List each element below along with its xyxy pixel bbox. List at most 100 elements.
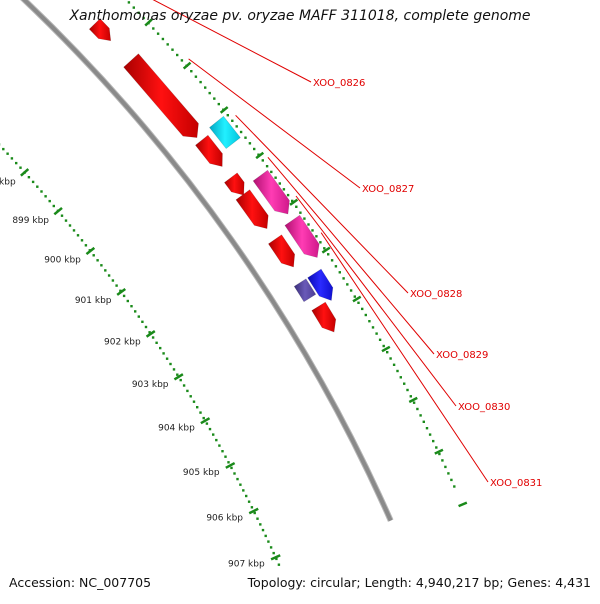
outer-track-dot — [350, 289, 352, 291]
outer-track-dot — [152, 27, 154, 29]
scale-ruler-dot — [130, 305, 132, 307]
scale-ruler-dot — [248, 501, 250, 503]
outer-track-dot — [270, 171, 272, 173]
scale-label: 904 kbp — [158, 424, 195, 434]
scale-ruler-dot — [2, 148, 4, 150]
accession-text: Accession: NC_007705 — [9, 575, 151, 590]
outer-track-dot — [128, 1, 130, 3]
outer-track-dot — [453, 485, 455, 487]
scale-ruler-dot — [236, 478, 238, 480]
outer-track-dot — [423, 421, 425, 423]
outer-track-dot — [413, 402, 415, 404]
scale-ruler-dot — [166, 358, 168, 360]
scale-tick — [201, 418, 210, 423]
outer-track-dot — [162, 38, 164, 40]
outer-track-dot — [450, 479, 452, 481]
outer-track-dot — [253, 148, 255, 150]
gene-label[interactable]: XOO_0829 — [436, 350, 488, 361]
gene-block[interactable] — [195, 135, 222, 166]
outer-track-tick — [256, 153, 263, 158]
gene-leader-line — [236, 115, 408, 293]
scale-ruler-dot — [6, 153, 8, 155]
outer-track-dot — [354, 295, 356, 297]
scale-ruler-dot — [233, 472, 235, 474]
outer-track-dot — [327, 253, 329, 255]
outer-track-dot — [375, 332, 377, 334]
outer-track-dot — [240, 131, 242, 133]
outer-track-dot — [393, 364, 395, 366]
outer-track-dot — [426, 427, 428, 429]
outer-track-tick — [184, 63, 191, 69]
outer-track-dot — [444, 466, 446, 468]
outer-track-dot — [204, 86, 206, 88]
outer-track-dot — [335, 265, 337, 267]
scale-ruler-dot — [36, 186, 38, 188]
scale-label: 906 kbp — [206, 513, 243, 523]
scale-label: 905 kbp — [183, 468, 220, 478]
scale-ruler-dot — [259, 523, 261, 525]
scale-tick — [21, 169, 28, 176]
scale-ruler-dot — [100, 264, 102, 266]
outer-track-dot — [435, 446, 437, 448]
scale-ruler-dot — [256, 518, 258, 520]
scale-ruler-dot — [141, 321, 143, 323]
scale-ruler-dot — [245, 495, 247, 497]
gene-label[interactable]: XOO_0826 — [313, 78, 365, 89]
scale-label: 901 kbp — [75, 296, 112, 306]
scale-ruler-dot — [159, 347, 161, 349]
scale-ruler-dot — [108, 274, 110, 276]
gene-label[interactable]: XOO_0828 — [410, 289, 462, 300]
gene-label[interactable]: XOO_0831 — [490, 478, 542, 489]
outer-track-dot — [357, 302, 359, 304]
scale-tick — [54, 208, 62, 214]
gene-label[interactable]: XOO_0827 — [362, 184, 414, 195]
outer-track-dot — [396, 370, 398, 372]
scale-ruler-dot — [155, 342, 157, 344]
outer-track-dot — [346, 283, 348, 285]
outer-track-dot — [176, 54, 178, 56]
scale-ruler-dot — [215, 439, 217, 441]
outer-track-dot — [323, 247, 325, 249]
outer-track-dot — [195, 76, 197, 78]
scale-ruler-dot — [278, 564, 280, 566]
scale-ruler-dot — [152, 336, 154, 338]
outer-track-dot — [181, 59, 183, 61]
scale-ruler-dot — [73, 229, 75, 231]
scale-ruler-dot — [28, 176, 30, 178]
outer-track-dot — [406, 389, 408, 391]
scale-ruler-dot — [273, 552, 275, 554]
scale-ruler-dot — [183, 384, 185, 386]
scale-ruler-dot — [251, 506, 253, 508]
outer-track-tick — [221, 107, 228, 113]
outer-track-dot — [379, 339, 381, 341]
scale-ruler-dot — [134, 310, 136, 312]
scale-ruler-dot — [65, 219, 67, 221]
scale-ruler-dot — [221, 450, 223, 452]
gene-label[interactable]: XOO_0830 — [458, 402, 510, 413]
scale-label: 899 kbp — [12, 216, 49, 226]
scale-label: 898 kbp — [0, 177, 16, 187]
scale-label: 900 kbp — [44, 255, 81, 265]
scale-label: 903 kbp — [132, 380, 169, 390]
scale-ruler-dot — [11, 157, 13, 159]
scale-ruler-dot — [53, 205, 55, 207]
scale-ruler-dot — [209, 428, 211, 430]
scale-ruler-dot — [61, 215, 63, 217]
scale-ruler-dot — [115, 284, 117, 286]
outer-track-dot — [386, 351, 388, 353]
scale-ruler-dot — [44, 195, 46, 197]
scale-ruler-dot — [112, 279, 114, 281]
scale-ruler-dot — [239, 484, 241, 486]
scale-ruler-dot — [212, 433, 214, 435]
outer-track-tick — [459, 503, 467, 507]
outer-track-dot — [287, 194, 289, 196]
outer-track-dot — [249, 142, 251, 144]
gene-block[interactable] — [268, 235, 294, 267]
gene-xoo-0829[interactable] — [224, 173, 244, 195]
scale-ruler-dot — [138, 315, 140, 317]
gene-block[interactable] — [312, 302, 336, 332]
scale-ruler-dot — [230, 467, 232, 469]
outer-track-tick — [382, 347, 390, 351]
